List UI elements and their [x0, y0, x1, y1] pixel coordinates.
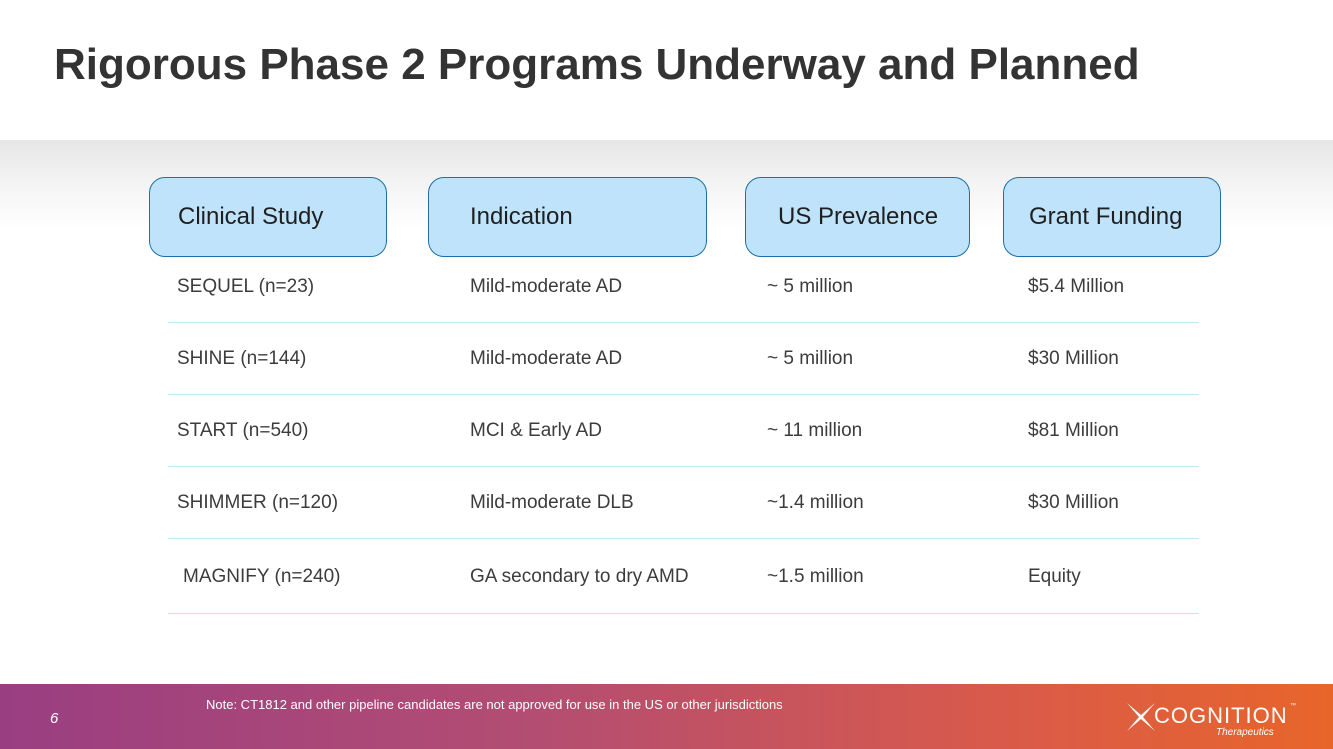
header-grant-funding: Grant Funding [1003, 177, 1221, 257]
cell-clinical-study: SEQUEL (n=23) [177, 276, 315, 297]
cell-grant-funding: $5.4 Million [1028, 276, 1125, 297]
header-label: Indication [470, 203, 573, 230]
footer-bar [0, 684, 1333, 749]
row-divider [168, 394, 1199, 395]
cell-us-prevalence: ~1.4 million [767, 492, 864, 513]
row-divider [168, 538, 1199, 539]
footer-note: Note: CT1812 and other pipeline candidat… [206, 697, 783, 712]
cell-indication: GA secondary to dry AMD [470, 566, 689, 587]
logo-trademark: ™ [1290, 703, 1296, 709]
header-clinical-study: Clinical Study [149, 177, 387, 257]
header-label: Grant Funding [1029, 203, 1183, 230]
cell-indication: Mild-moderate AD [470, 276, 623, 297]
cell-clinical-study: SHINE (n=144) [177, 348, 307, 369]
cell-us-prevalence: ~ 5 million [767, 276, 854, 297]
row-divider [168, 613, 1199, 614]
cell-us-prevalence: ~1.5 million [767, 566, 864, 587]
page-number: 6 [50, 710, 59, 727]
cell-us-prevalence: ~ 5 million [767, 348, 854, 369]
cell-grant-funding: $30 Million [1028, 348, 1119, 369]
page-title: Rigorous Phase 2 Programs Underway and P… [54, 40, 1140, 89]
row-divider [168, 466, 1199, 467]
cell-indication: Mild-moderate DLB [470, 492, 634, 513]
x-mark-icon [1127, 703, 1155, 731]
cell-grant-funding: Equity [1028, 566, 1081, 587]
cell-grant-funding: $30 Million [1028, 492, 1119, 513]
cell-us-prevalence: ~ 11 million [767, 420, 863, 441]
header-label: Clinical Study [178, 203, 324, 230]
cell-indication: Mild-moderate AD [470, 348, 623, 369]
cell-grant-funding: $81 Million [1028, 420, 1119, 441]
company-logo: COGNITION ™ Therapeutics [1124, 698, 1304, 742]
logo-wordmark: COGNITION [1154, 703, 1288, 728]
cell-indication: MCI & Early AD [470, 420, 602, 441]
logo-subtitle: Therapeutics [1216, 727, 1274, 738]
cell-clinical-study: MAGNIFY (n=240) [183, 566, 341, 587]
header-label: US Prevalence [778, 203, 939, 230]
cell-clinical-study: START (n=540) [177, 420, 309, 441]
row-divider [168, 322, 1199, 323]
cell-clinical-study: SHIMMER (n=120) [177, 492, 339, 513]
header-us-prevalence: US Prevalence [745, 177, 970, 257]
header-indication: Indication [428, 177, 707, 257]
